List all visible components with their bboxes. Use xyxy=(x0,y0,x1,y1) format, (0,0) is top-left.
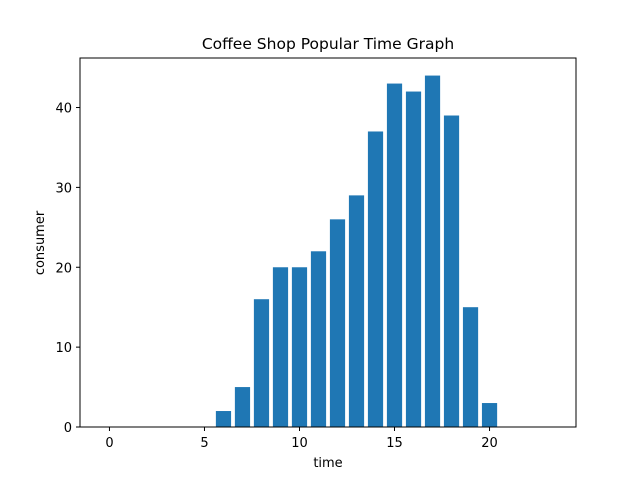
bars-group xyxy=(215,75,498,428)
bar-12 xyxy=(329,219,346,427)
bar-13 xyxy=(348,195,365,427)
bar-8 xyxy=(253,299,270,427)
y-tick-label: 30 xyxy=(55,181,72,196)
y-tick-label: 10 xyxy=(55,341,72,356)
x-tick-label: 20 xyxy=(481,436,498,451)
y-tick-label: 20 xyxy=(55,261,72,276)
x-tick-label: 10 xyxy=(291,436,308,451)
y-tick-label: 40 xyxy=(55,102,72,117)
bar-19 xyxy=(462,307,479,427)
bar-14 xyxy=(367,131,384,427)
bar-11 xyxy=(310,251,327,427)
y-tick-label: 0 xyxy=(64,421,72,436)
x-tick-label: 5 xyxy=(200,436,208,451)
bar-17 xyxy=(424,75,441,428)
y-axis-ticks: 0 10 20 30 40 xyxy=(55,102,80,436)
bar-15 xyxy=(386,83,403,427)
x-tick-label: 0 xyxy=(105,436,113,451)
bar-18 xyxy=(443,115,460,427)
y-axis-label: consumer xyxy=(33,210,48,275)
x-tick-label: 15 xyxy=(386,436,403,451)
bar-9 xyxy=(272,267,289,427)
x-axis-ticks: 0 5 10 15 20 xyxy=(105,427,498,451)
chart-title: Coffee Shop Popular Time Graph xyxy=(202,35,454,53)
bar-16 xyxy=(405,91,422,427)
bar-7 xyxy=(234,387,251,427)
bar-6 xyxy=(215,411,232,427)
x-axis-label: time xyxy=(313,456,342,471)
plot-frame xyxy=(79,57,577,428)
bar-10 xyxy=(291,267,308,427)
bar-20 xyxy=(481,403,498,427)
